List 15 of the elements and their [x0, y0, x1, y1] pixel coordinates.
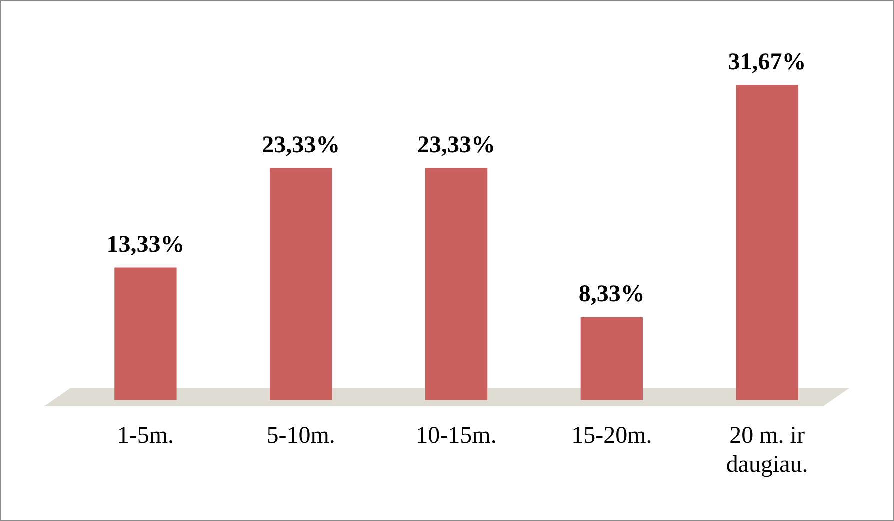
data-label: 8,33%: [578, 282, 645, 308]
data-label: 13,33%: [106, 232, 185, 258]
data-label: 23,33%: [262, 132, 340, 158]
x-tick-label: 10-15m.: [416, 423, 497, 450]
x-tick-label: 15-20m.: [572, 423, 652, 450]
bar: [736, 85, 798, 400]
x-tick-label: 5-10m.: [266, 423, 336, 450]
bar: [114, 268, 177, 400]
bar: [425, 168, 488, 400]
bar: [580, 317, 643, 400]
x-tick-label: 1-5m.: [117, 423, 174, 450]
bar: [270, 168, 332, 400]
data-label: 31,67%: [728, 49, 806, 76]
data-label: 23,33%: [418, 132, 496, 158]
x-tick-label: 20 m. ir daugiau.: [726, 423, 808, 478]
